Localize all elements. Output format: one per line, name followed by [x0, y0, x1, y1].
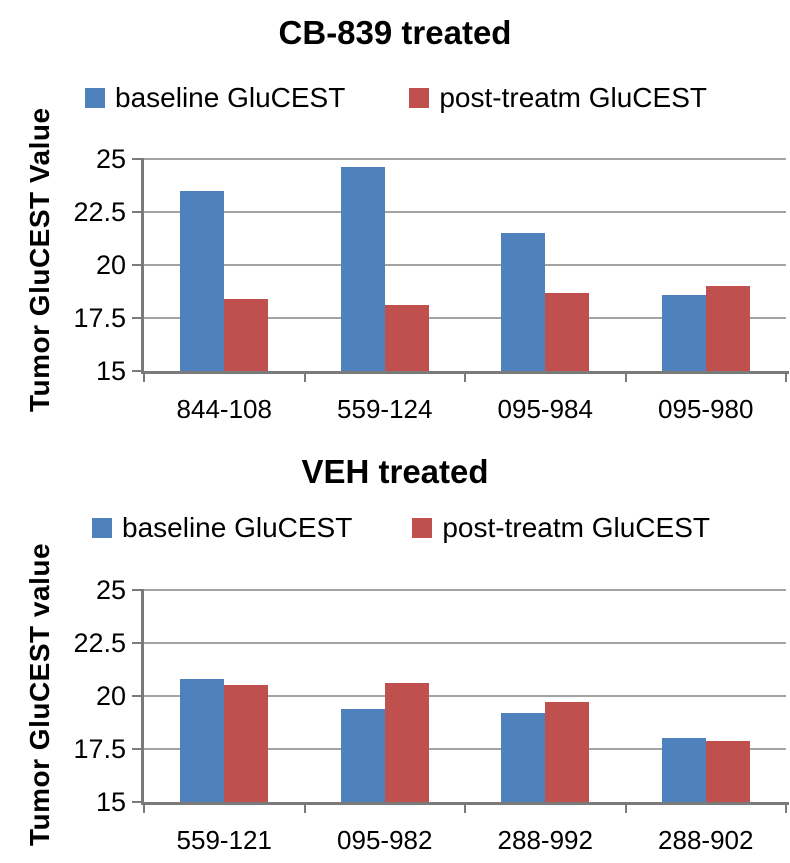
x-category-label: 095-980: [658, 394, 754, 424]
legend-item-post-treatment: post-treatm GluCEST: [409, 82, 707, 114]
x-tick-mark: [143, 805, 145, 813]
y-tick-label: 17.5: [73, 303, 126, 333]
bar-baseline-288-902: [661, 738, 706, 802]
legend-cb839: baseline GluCEST post-treatm GluCEST: [85, 82, 707, 114]
gridline-20: [144, 264, 786, 266]
baseline-series-label: baseline GluCEST: [122, 512, 353, 543]
y-tick-label: 25: [95, 144, 126, 174]
post-treatment-series-label: post-treatm GluCEST: [442, 512, 710, 543]
y-tick-mark: [132, 317, 141, 319]
y-tick-label: 17.5: [73, 734, 126, 764]
gridline-25: [144, 589, 786, 591]
x-category-label: 288-902: [658, 825, 754, 855]
gridline-17.5: [144, 748, 786, 750]
y-tick-mark: [132, 158, 141, 160]
y-tick-mark: [132, 589, 141, 591]
x-tick-mark: [303, 374, 306, 382]
bar-baseline-095-982: [340, 708, 385, 802]
y-tick-label: 20: [95, 681, 126, 711]
y-tick-label: 22.5: [73, 628, 126, 658]
x-tick-mark: [464, 374, 466, 382]
chart-title-veh: VEH treated: [301, 453, 489, 490]
y-tick-mark: [132, 211, 141, 213]
y-tick-mark: [132, 370, 141, 372]
bar-baseline-559-124: [340, 167, 385, 371]
y-tick-label: 15: [95, 356, 126, 386]
x-tick-mark: [143, 374, 145, 382]
x-category-label: 288-992: [497, 825, 593, 855]
post-treatment-series-swatch-icon: [412, 518, 433, 538]
x-tick-mark: [624, 805, 627, 813]
x-category-label: 559-124: [337, 394, 433, 424]
x-tick-mark: [624, 374, 627, 382]
bar-plot-veh: 15 17.5 20 22.5 25 559-121 095-982 288-992 288-9…: [73, 575, 789, 854]
y-tick-mark: [132, 264, 141, 266]
legend-item-post-treatment: post-treatm GluCEST: [412, 512, 710, 544]
bar-post-559-124: [384, 305, 429, 371]
chart-title-cb839: CB-839 treated: [278, 14, 512, 51]
x-tick-mark: [464, 805, 466, 813]
legend-veh: baseline GluCEST post-treatm GluCEST: [92, 512, 710, 544]
bar-baseline-095-984: [501, 233, 546, 371]
x-category-label: 559-121: [176, 825, 272, 855]
bar-post-559-121: [224, 685, 269, 802]
gridline-17.5: [144, 317, 786, 319]
bar-baseline-559-121: [180, 679, 225, 802]
gridline-22.5: [144, 642, 786, 644]
legend-item-baseline: baseline GluCEST: [92, 512, 352, 544]
bar-baseline-288-992: [501, 712, 546, 802]
y-tick-mark: [132, 695, 141, 697]
bar-post-844-108: [224, 298, 269, 371]
y-tick-label: 25: [95, 575, 126, 605]
bar-post-288-992: [545, 702, 590, 802]
gridline-25: [144, 158, 786, 160]
y-tick-mark: [132, 748, 141, 750]
x-category-label: 095-984: [497, 394, 593, 424]
post-treatment-series-swatch-icon: [409, 88, 430, 108]
bar-post-288-902: [705, 740, 750, 802]
post-treatment-series-label: post-treatm GluCEST: [439, 82, 707, 113]
y-axis-line: [141, 589, 144, 805]
x-tick-mark: [303, 805, 306, 813]
y-tick-mark: [132, 801, 141, 803]
x-axis-line: [141, 371, 789, 374]
x-axis-line: [141, 802, 789, 805]
gridline-22.5: [144, 211, 786, 213]
y-tick-label: 22.5: [73, 197, 126, 227]
bar-plot-cb839: 15 17.5 20 22.5 25 844-108 559-124 095-984 095-9…: [73, 144, 789, 423]
bar-post-095-984: [545, 292, 590, 371]
baseline-series-swatch-icon: [85, 88, 105, 108]
y-tick-label: 15: [95, 787, 126, 817]
x-tick-mark: [785, 805, 787, 813]
x-tick-mark: [785, 374, 787, 382]
legend-item-baseline: baseline GluCEST: [85, 82, 345, 114]
baseline-series-label: baseline GluCEST: [115, 82, 346, 113]
gridline-20: [144, 695, 786, 697]
bar-baseline-844-108: [180, 190, 225, 371]
bar-post-095-980: [705, 286, 750, 371]
x-category-label: 095-982: [337, 825, 433, 855]
x-category-label: 844-108: [176, 394, 272, 424]
baseline-series-swatch-icon: [92, 518, 112, 538]
bar-post-095-982: [384, 683, 429, 802]
y-tick-label: 20: [95, 250, 126, 280]
y-axis-line: [141, 158, 144, 374]
bar-baseline-095-980: [661, 294, 706, 371]
y-tick-mark: [132, 642, 141, 644]
